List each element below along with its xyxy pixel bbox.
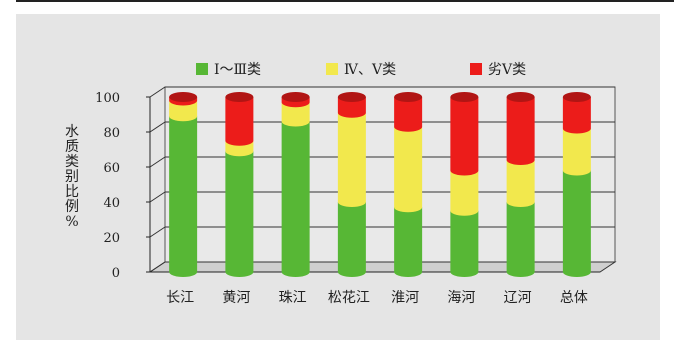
legend-label: 劣Ⅴ类: [488, 62, 526, 78]
bar-segment: [337, 202, 366, 277]
bar-segment: [169, 116, 198, 277]
x-category-label: 辽河: [504, 290, 532, 306]
legend: Ⅰ～Ⅲ类 Ⅳ、Ⅴ类 劣Ⅴ类: [196, 62, 526, 78]
x-category-label: 总体: [560, 290, 588, 306]
y-axis-label: 类: [65, 154, 79, 170]
bar-top-cap: [337, 92, 366, 102]
bar-top-cap: [169, 92, 198, 102]
legend-swatch: [326, 63, 338, 75]
x-category-label: 珠江: [279, 290, 307, 306]
bar-segment: [394, 207, 423, 277]
top-rule: [16, 0, 674, 2]
y-axis-label: 质: [65, 139, 79, 155]
y-tick-label: 0: [112, 266, 120, 281]
legend-label: Ⅰ～Ⅲ类: [214, 62, 261, 78]
bar-segment: [450, 170, 479, 216]
bar-top-cap: [394, 92, 423, 102]
y-axis-label: %: [65, 214, 78, 230]
bar-segment: [281, 102, 310, 127]
y-axis-label: 例: [65, 199, 79, 215]
bar-segment: [225, 151, 254, 277]
y-tick-label: 40: [103, 196, 120, 211]
x-category-label: 黄河: [222, 289, 250, 306]
bar-segment: [337, 97, 366, 118]
bar-segment: [450, 210, 479, 277]
y-axis-label: 别: [65, 169, 79, 185]
x-category-label: 淮河: [391, 290, 419, 306]
y-tick-label: 100: [95, 91, 120, 106]
gridline-side: [149, 261, 166, 273]
bar-segment: [394, 97, 423, 132]
y-tick-label: 80: [103, 126, 120, 141]
gridline-side: [149, 156, 166, 168]
legend-swatch: [470, 63, 482, 75]
bar-segment: [506, 97, 535, 165]
y-axis-label: 水: [65, 124, 79, 140]
y-tick-label: 60: [103, 161, 120, 176]
bar-segment: [169, 100, 198, 122]
plot-floor: [148, 261, 617, 273]
bar-segment: [450, 97, 479, 176]
bar-top-cap: [450, 92, 479, 102]
bar-segment: [562, 97, 591, 134]
bar-segment: [337, 112, 366, 207]
legend-swatch: [196, 63, 208, 75]
gridline-side: [149, 226, 166, 238]
bar-segment: [562, 128, 591, 176]
bar-segment: [394, 126, 423, 213]
bar-segment: [281, 121, 310, 277]
bars: [169, 92, 591, 277]
y-axis-label: 比: [65, 184, 79, 200]
x-category-label: 长江: [166, 290, 194, 306]
gridline-side: [149, 191, 166, 203]
bar-segment: [506, 160, 535, 207]
x-category-label: 松花江: [328, 290, 370, 306]
y-tick-label: 20: [103, 231, 120, 246]
bar-top-cap: [225, 92, 254, 102]
bar-segment: [225, 97, 254, 146]
legend-label: Ⅳ、Ⅴ类: [344, 62, 396, 78]
bar-top-cap: [562, 92, 591, 102]
bar-segment: [562, 170, 591, 277]
bar-segment: [506, 202, 535, 277]
bar-top-cap: [281, 92, 310, 102]
bar-top-cap: [506, 92, 535, 102]
axes: [146, 86, 617, 273]
gridline-side: [149, 121, 166, 133]
gridline-side: [149, 86, 166, 98]
x-category-label: 海河: [447, 290, 475, 306]
